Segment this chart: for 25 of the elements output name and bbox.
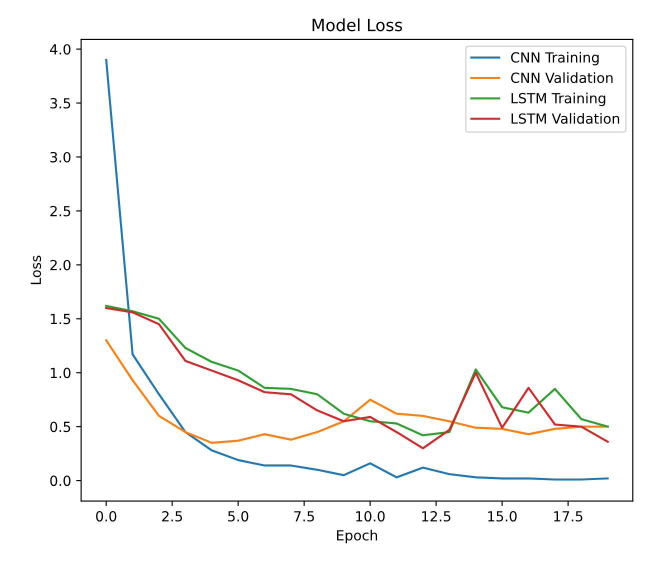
- y-tick-label: 0.0: [50, 476, 70, 486]
- y-tick-label: 1.0: [50, 368, 70, 378]
- legend-label: LSTM Validation: [512, 113, 620, 124]
- legend-label: CNN Validation: [511, 72, 613, 84]
- x-tick-label: 0.0: [96, 511, 116, 522]
- y-tick-label: 3.5: [50, 98, 70, 109]
- y-tick-label: 1.5: [50, 314, 70, 324]
- line-series: [105, 339, 609, 444]
- x-tick-label: 7.5: [294, 511, 314, 522]
- chart-title: Model Loss: [312, 18, 402, 32]
- y-tick-label: 0.5: [50, 422, 70, 432]
- legend-label: LSTM Training: [512, 92, 606, 106]
- y-tick-label: 2.5: [50, 206, 70, 216]
- x-tick-label: 12.5: [422, 511, 450, 522]
- x-tick-label: 17.5: [554, 511, 582, 522]
- y-tick-label: 2.0: [50, 260, 70, 270]
- x-tick-label: 5.0: [228, 511, 248, 522]
- x-tick-label: 10.0: [356, 511, 385, 522]
- x-tick-label: 2.5: [162, 511, 182, 522]
- y-tick-label: 4.0: [50, 44, 70, 55]
- legend-label: CNN Training: [511, 52, 599, 66]
- x-axis-title: Epoch: [337, 530, 378, 544]
- y-axis-title: Loss: [30, 256, 42, 284]
- x-tick-label: 15.0: [488, 511, 517, 522]
- y-tick-label: 3.0: [50, 152, 70, 162]
